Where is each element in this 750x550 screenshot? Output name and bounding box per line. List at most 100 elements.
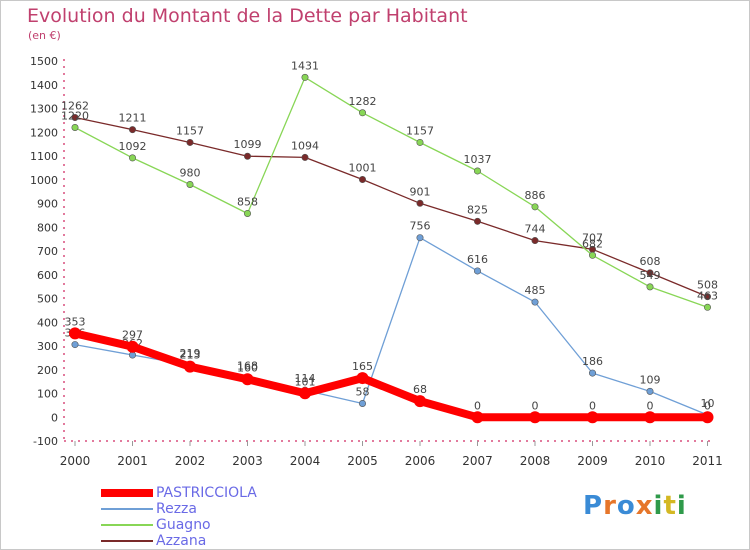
data-label: 0 xyxy=(704,399,711,412)
chart-title: Evolution du Montant de la Dette par Hab… xyxy=(27,5,468,27)
data-point xyxy=(301,73,309,81)
data-label: 756 xyxy=(410,220,431,233)
data-label: 1094 xyxy=(291,139,319,152)
data-point xyxy=(588,369,596,377)
series-line-pastricciola xyxy=(71,329,712,422)
legend-label: Azzana xyxy=(156,533,207,549)
data-point xyxy=(301,153,309,161)
data-point xyxy=(356,372,369,385)
proxiti-logo: Proxiti xyxy=(583,491,687,521)
data-point xyxy=(531,298,539,306)
data-point xyxy=(646,387,654,395)
data-label: 549 xyxy=(640,269,661,282)
legend-item: Guagno xyxy=(101,517,361,533)
chart-subtitle: (en €) xyxy=(28,29,61,42)
x-tick-label: 2000 xyxy=(60,454,91,468)
y-tick-label: 0 xyxy=(51,411,58,424)
data-label: 463 xyxy=(697,289,718,302)
data-label: 186 xyxy=(582,355,603,368)
data-label: 886 xyxy=(525,189,546,202)
data-label: 744 xyxy=(525,223,546,236)
data-label: 168 xyxy=(237,359,258,372)
data-point xyxy=(646,269,654,277)
y-tick-label: 1100 xyxy=(30,150,58,163)
x-tick-label: 2009 xyxy=(577,454,608,468)
data-point xyxy=(473,167,481,175)
x-tick-label: 2005 xyxy=(347,454,378,468)
data-label: 616 xyxy=(467,253,488,266)
data-point xyxy=(186,181,194,189)
y-tick-label: 100 xyxy=(37,388,58,401)
data-point xyxy=(531,237,539,245)
data-label: 0 xyxy=(647,399,654,412)
legend-item: Rezza xyxy=(101,501,361,517)
data-point xyxy=(703,303,711,311)
x-tick-label: 2003 xyxy=(232,454,263,468)
y-tick-label: -100 xyxy=(33,435,58,448)
x-tick-label: 2001 xyxy=(117,454,148,468)
data-point xyxy=(473,217,481,225)
data-label: 101 xyxy=(295,375,316,388)
logo-letter: r xyxy=(603,491,617,521)
data-point xyxy=(529,411,541,424)
legend-label: Guagno xyxy=(156,517,211,533)
y-tick-label: 500 xyxy=(37,293,58,306)
data-point xyxy=(701,411,714,424)
series-line-guagno xyxy=(74,76,709,308)
data-label: 1431 xyxy=(291,59,319,72)
y-tick-label: 900 xyxy=(37,198,58,211)
data-label: 1092 xyxy=(119,140,147,153)
legend-label: Rezza xyxy=(156,501,197,517)
data-label: 485 xyxy=(525,284,546,297)
data-label: 10 xyxy=(701,397,715,410)
data-point xyxy=(71,124,79,132)
chart-legend: PASTRICCIOLA Rezza Guagno Azzana xyxy=(101,485,361,549)
data-point xyxy=(586,411,599,424)
data-point xyxy=(644,411,656,424)
data-label: 608 xyxy=(640,255,661,268)
logo-letter: t xyxy=(663,491,677,521)
legend-swatch xyxy=(101,540,153,542)
data-point xyxy=(186,138,194,146)
data-label: 1037 xyxy=(464,153,492,166)
x-tick-label: 2011 xyxy=(692,454,723,468)
data-label: 160 xyxy=(237,361,258,374)
data-point xyxy=(71,114,79,122)
legend-swatch xyxy=(101,524,153,526)
data-label: 858 xyxy=(237,195,258,208)
data-label: 825 xyxy=(467,203,488,216)
data-point xyxy=(416,234,424,242)
logo-letter: i xyxy=(676,491,687,521)
y-tick-label: 300 xyxy=(37,340,58,353)
data-label: 707 xyxy=(582,231,603,244)
data-point xyxy=(299,387,311,400)
legend-swatch xyxy=(101,489,153,497)
data-point xyxy=(129,126,137,134)
series-line-azzana xyxy=(74,116,709,298)
data-label: 213 xyxy=(180,349,201,362)
data-point xyxy=(358,176,366,184)
data-label: 980 xyxy=(180,167,201,180)
legend-swatch xyxy=(101,508,153,510)
logo-letter: P xyxy=(583,491,604,521)
data-point xyxy=(126,340,139,353)
y-tick-label: 1000 xyxy=(30,174,58,187)
data-point xyxy=(71,341,79,349)
data-point xyxy=(184,360,196,373)
x-tick-label: 2008 xyxy=(520,454,551,468)
data-label: 109 xyxy=(640,373,661,386)
legend-label: PASTRICCIOLA xyxy=(156,485,257,501)
logo-letter: i xyxy=(653,491,664,521)
data-point xyxy=(416,138,424,146)
y-tick-label: 800 xyxy=(37,221,58,234)
y-tick-label: 1400 xyxy=(30,79,58,92)
data-label: 1157 xyxy=(406,124,434,137)
data-label: 1001 xyxy=(349,162,377,175)
data-point xyxy=(531,203,539,211)
y-tick-label: 600 xyxy=(37,269,58,282)
y-tick-label: 700 xyxy=(37,245,58,258)
x-tick-label: 2007 xyxy=(462,454,493,468)
data-point xyxy=(471,411,484,424)
